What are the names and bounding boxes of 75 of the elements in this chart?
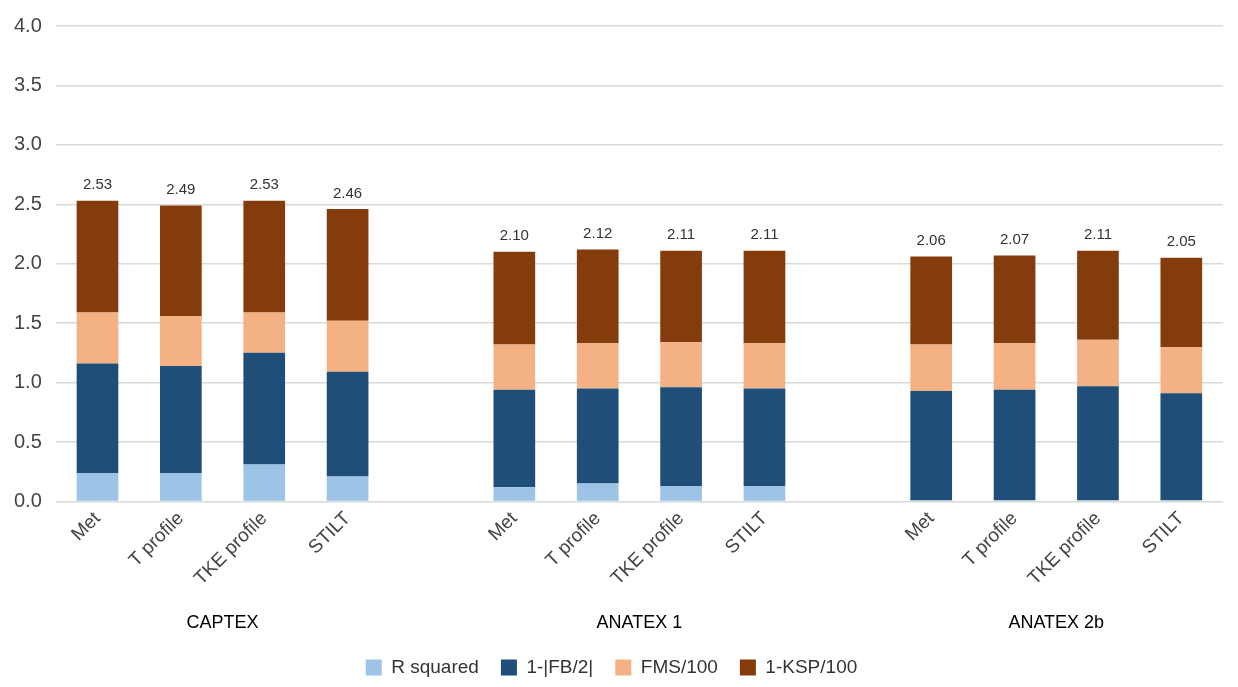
bar [993, 389, 1036, 501]
legend-label: FMS/100 [640, 655, 718, 677]
bar [493, 389, 536, 488]
bar [743, 388, 786, 486]
bar [1077, 250, 1119, 340]
total-label: 2.05 [1166, 232, 1196, 250]
bar [743, 250, 786, 344]
bar [243, 312, 286, 353]
bar [660, 485, 702, 501]
bar [76, 363, 119, 473]
bar [743, 343, 786, 389]
y-tick-label: 0.0 [13, 488, 42, 511]
bar [160, 316, 202, 366]
bar [910, 390, 953, 501]
legend-label: 1-|FB/2| [526, 655, 594, 677]
bar [493, 251, 536, 345]
x-tick-label: Met [66, 506, 105, 545]
bar [160, 472, 202, 501]
bar [326, 320, 369, 372]
bar [576, 249, 619, 344]
bar [1160, 257, 1203, 347]
bar [493, 487, 536, 501]
bar [76, 200, 119, 313]
bar [1077, 386, 1119, 501]
x-tick-label: Met [483, 506, 522, 545]
legend-label: 1-KSP/100 [765, 655, 858, 677]
total-label: 2.06 [916, 231, 946, 249]
bar [660, 387, 702, 486]
bar [660, 342, 702, 388]
bar [76, 472, 119, 501]
bar [910, 256, 953, 345]
y-tick-label: 2.5 [13, 191, 42, 214]
bar [160, 205, 202, 317]
bar [243, 464, 286, 501]
total-label: 2.11 [667, 225, 696, 243]
bar [993, 255, 1036, 344]
bar [493, 344, 536, 390]
y-tick-label: 3.0 [13, 132, 42, 155]
bar [993, 343, 1036, 390]
total-label: 2.07 [999, 230, 1030, 248]
bar [576, 343, 619, 389]
bar [576, 483, 619, 501]
total-label: 2.12 [583, 224, 613, 242]
bar [160, 365, 202, 473]
bar [910, 344, 953, 391]
y-tick-label: 1.5 [13, 310, 42, 333]
bar [660, 250, 702, 343]
total-label: 2.53 [249, 175, 279, 193]
bar [326, 371, 369, 477]
x-tick-label: Met [900, 506, 939, 545]
total-label: 2.10 [499, 226, 529, 244]
text: CAPTEX [186, 611, 259, 632]
text: ANATEX 2b [1008, 611, 1105, 632]
y-tick-label: 2.0 [13, 251, 42, 274]
bar [76, 312, 119, 364]
bar [1160, 393, 1203, 501]
bar [743, 485, 786, 501]
total-label: 2.53 [82, 175, 113, 193]
bar [1160, 346, 1203, 394]
bar [576, 388, 619, 484]
total-label: 2.49 [166, 180, 196, 198]
bar [1077, 339, 1119, 387]
bar [243, 200, 286, 313]
legend-label: R squared [391, 655, 479, 677]
y-tick-label: 1.0 [13, 370, 42, 393]
y-tick-label: 0.5 [13, 429, 42, 452]
total-label: 2.46 [333, 183, 363, 201]
total-label: 2.11 [1083, 225, 1112, 243]
bar [326, 209, 369, 321]
bar [326, 476, 369, 501]
y-tick-label: 3.5 [13, 72, 42, 95]
y-tick-label: 4.0 [13, 13, 42, 36]
text: ANATEX 1 [596, 611, 683, 632]
bar [243, 352, 286, 465]
total-label: 2.11 [750, 225, 779, 243]
